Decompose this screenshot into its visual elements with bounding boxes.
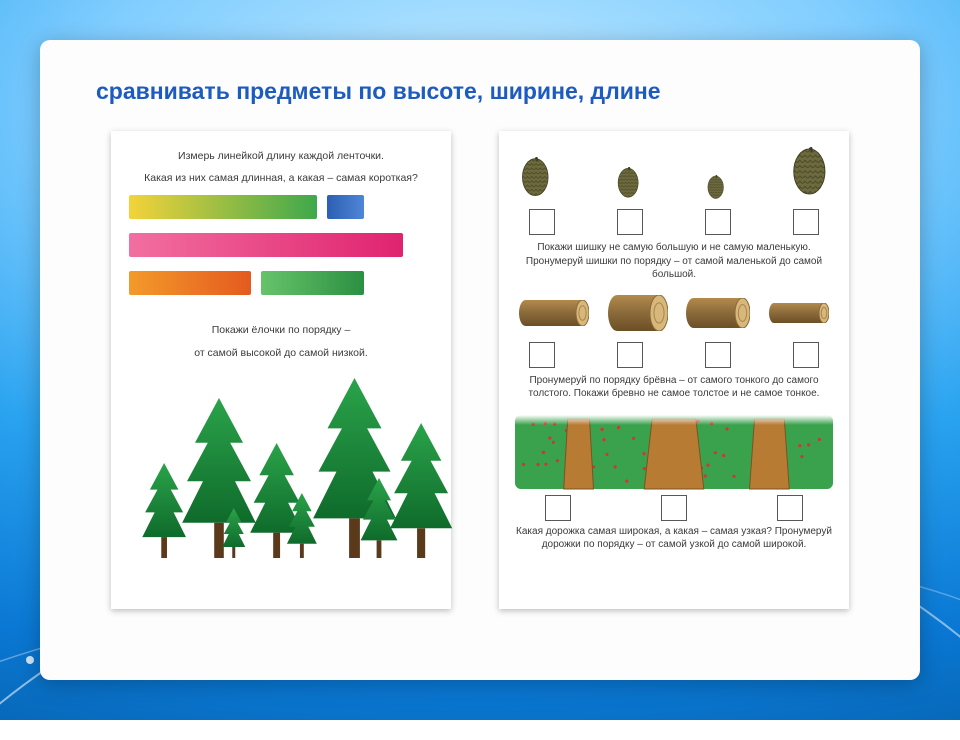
slide-title: сравнивать предметы по высоте, ширине, д… xyxy=(68,64,892,131)
trees-task-line1: Покажи ёлочки по порядку – xyxy=(129,323,433,337)
cone-icon xyxy=(617,167,639,203)
tree-icon xyxy=(384,423,458,558)
number-box[interactable] xyxy=(545,495,571,521)
number-box[interactable] xyxy=(529,342,555,368)
ribbon-1 xyxy=(129,195,317,219)
cone-icon xyxy=(707,175,724,203)
logs-task: Пронумеруй по порядку брёвна – от самого… xyxy=(515,374,833,401)
log-icon xyxy=(686,298,750,328)
number-box[interactable] xyxy=(793,342,819,368)
number-box[interactable] xyxy=(661,495,687,521)
meadow-paths xyxy=(515,409,833,495)
logs-number-boxes xyxy=(529,342,819,368)
log-icon xyxy=(608,295,668,331)
number-box[interactable] xyxy=(617,209,643,235)
cones-task: Покажи шишку не самую большую и не самую… xyxy=(515,241,833,282)
ribbon-5 xyxy=(261,271,364,295)
ribbon-2 xyxy=(327,195,363,219)
cone-icon xyxy=(521,157,550,203)
trees-area xyxy=(129,368,433,558)
cone-icon xyxy=(792,147,827,203)
slide-card: сравнивать предметы по высоте, ширине, д… xyxy=(40,40,920,680)
number-box[interactable] xyxy=(705,209,731,235)
cones-number-boxes xyxy=(529,209,819,235)
panels-row: Измерь линейкой длину каждой ленточки. К… xyxy=(68,131,892,609)
number-box[interactable] xyxy=(529,209,555,235)
log-icon xyxy=(519,300,589,326)
ribbons-area xyxy=(129,195,433,309)
paths-task: Какая дорожка самая широкая, а какая – с… xyxy=(515,525,833,552)
cones-row xyxy=(521,145,827,203)
panel-ribbons-trees: Измерь линейкой длину каждой ленточки. К… xyxy=(111,131,451,609)
ribbons-task-line1: Измерь линейкой длину каждой ленточки. xyxy=(129,149,433,163)
slide-background: сравнивать предметы по высоте, ширине, д… xyxy=(0,0,960,720)
ribbon-3 xyxy=(129,233,403,257)
number-box[interactable] xyxy=(793,209,819,235)
logs-row xyxy=(519,290,829,336)
paths-number-boxes xyxy=(545,495,803,521)
trees-task-line2: от самой высокой до самой низкой. xyxy=(129,346,433,360)
log-icon xyxy=(769,303,829,323)
number-box[interactable] xyxy=(777,495,803,521)
ribbons-task-line2: Какая из них самая длинная, а какая – са… xyxy=(129,171,433,185)
number-box[interactable] xyxy=(617,342,643,368)
ribbon-4 xyxy=(129,271,251,295)
number-box[interactable] xyxy=(705,342,731,368)
panel-cones-logs-paths: Покажи шишку не самую большую и не самую… xyxy=(499,131,849,609)
